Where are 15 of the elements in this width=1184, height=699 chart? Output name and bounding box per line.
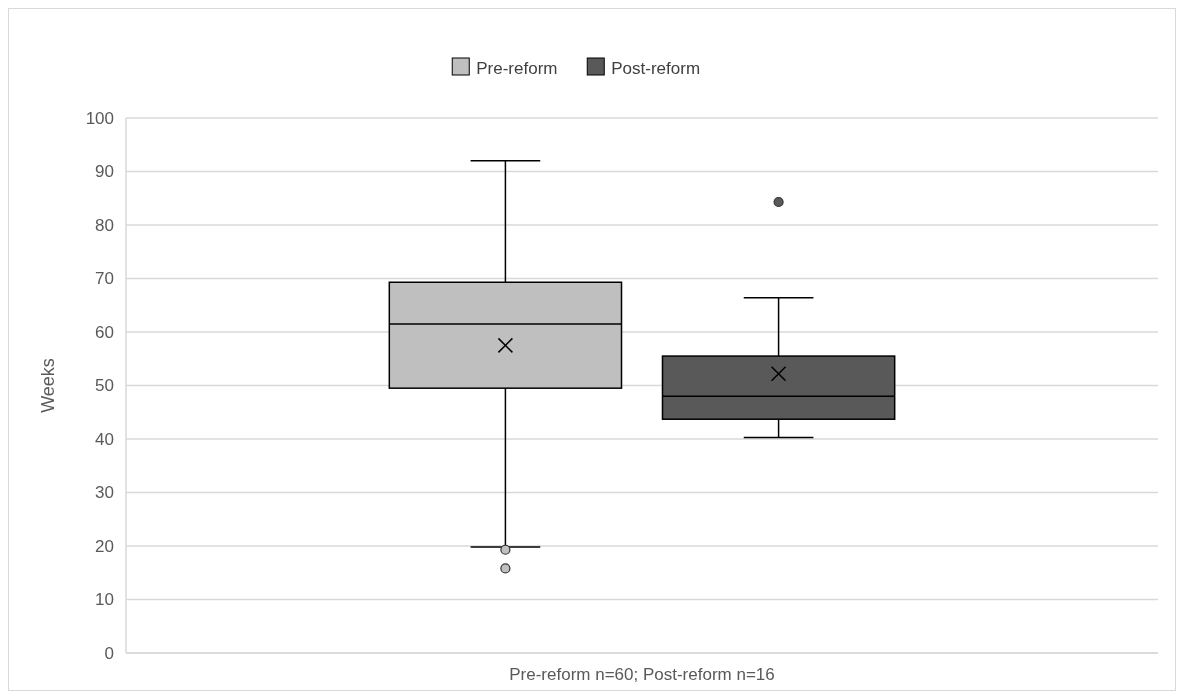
y-tick-label: 20 (95, 536, 114, 556)
legend-label: Post-reform (611, 58, 701, 78)
y-tick-label: 70 (95, 269, 114, 289)
y-tick-label: 0 (104, 643, 114, 663)
y-tick-label: 80 (95, 215, 114, 235)
y-tick-label: 50 (95, 376, 114, 396)
y-axis-title: Weeks (38, 358, 58, 413)
y-tick-label: 60 (95, 322, 114, 342)
x-tick-label: Pre-reform n=60; Post-reform n=16 (509, 665, 775, 684)
legend-label: Pre-reform (476, 58, 558, 78)
y-tick-label: 100 (85, 108, 114, 128)
y-tick-label: 40 (95, 429, 114, 449)
y-tick-label: 90 (95, 162, 114, 182)
y-tick-label: 10 (95, 590, 114, 610)
y-tick-label: 30 (95, 483, 114, 503)
